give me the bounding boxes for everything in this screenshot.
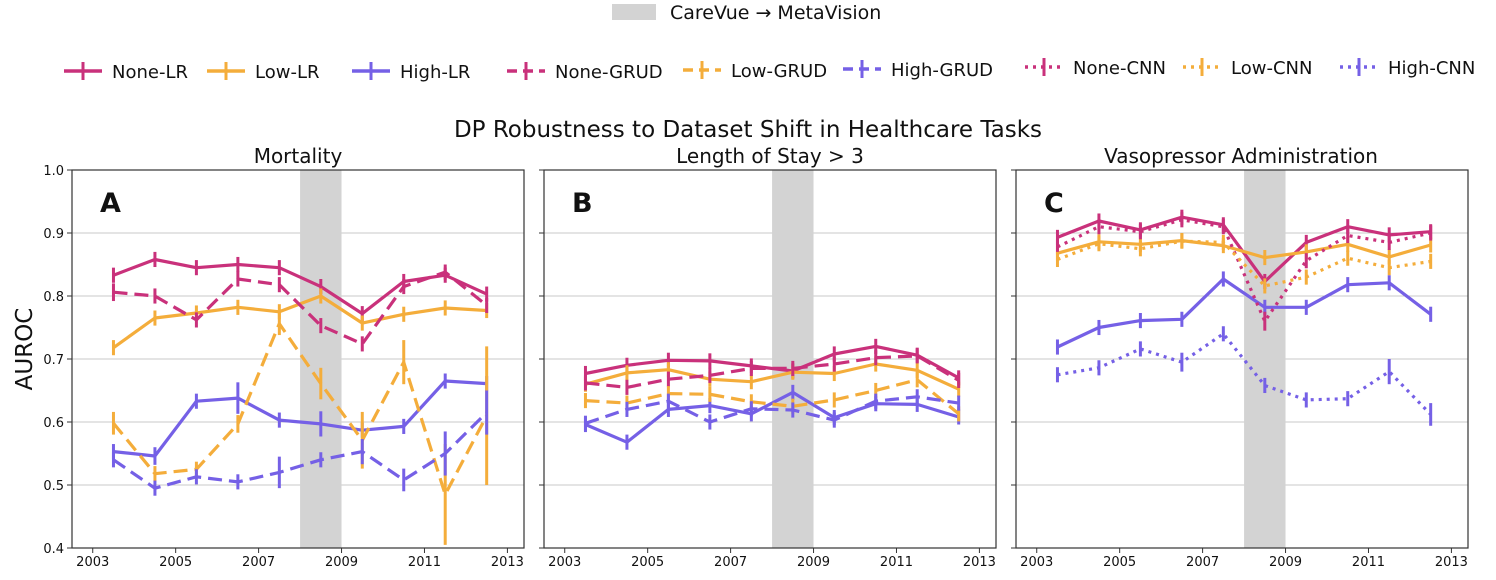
x-tick-label: 2003: [1020, 555, 1053, 570]
x-tick-label: 2005: [631, 555, 664, 570]
shift-band: [300, 170, 342, 548]
x-tick-label: 2005: [159, 555, 192, 570]
shift-band: [1244, 170, 1286, 548]
x-tick-label: 2005: [1103, 555, 1136, 570]
series-low-cnn: [1055, 233, 1433, 294]
legend-label: Low-CNN: [1231, 58, 1312, 79]
x-tick-label: 2003: [548, 555, 581, 570]
legend-label: Low-GRUD: [731, 61, 827, 82]
legend-item-none-grud: None-GRUD: [507, 62, 663, 83]
panel-vasopressor: 2003 2005 2007 2009 2011 2013 C: [1011, 169, 1469, 570]
x-tick-label: 2011: [1352, 555, 1385, 570]
shift-band: [772, 170, 814, 548]
series-line: [585, 378, 960, 416]
legend-label: Low-LR: [255, 62, 319, 83]
y-tick-label: 0.4: [43, 542, 64, 557]
y-tick-label: 0.5: [43, 479, 64, 494]
x-tick-label: 2011: [880, 555, 913, 570]
x-tick-label: 2013: [491, 555, 524, 570]
x-tick-label: 2003: [76, 555, 109, 570]
y-tick-label: 1.0: [43, 164, 64, 179]
legend-label: None-GRUD: [555, 62, 663, 83]
series-high-grud: [111, 390, 489, 496]
legend-item-high-cnn: High-CNN: [1340, 58, 1475, 79]
series-high-cnn: [1055, 326, 1433, 426]
panel-a-title: Mortality: [254, 144, 343, 168]
legend-label: None-LR: [112, 62, 188, 83]
legend: None-LR Low-LR High-LR None-GRUD Low-GRUD Hig…: [64, 58, 1475, 83]
legend-item-none-cnn: None-CNN: [1025, 58, 1166, 79]
series-line: [1057, 239, 1432, 260]
series-line: [113, 270, 488, 346]
series-none-grud: [111, 264, 489, 352]
series-line: [1056, 239, 1431, 288]
series-line: [585, 344, 960, 380]
series-line: [112, 411, 488, 490]
y-tick-label: 0.8: [43, 290, 64, 305]
y-tick-label: 0.9: [43, 227, 64, 242]
legend-label: High-LR: [400, 62, 470, 83]
legend-label: High-CNN: [1388, 58, 1475, 79]
series-line: [1056, 218, 1432, 323]
figure-suptitle: DP Robustness to Dataset Shift in Health…: [454, 117, 1042, 143]
legend-item-low-cnn: Low-CNN: [1183, 58, 1312, 79]
x-tick-label: 2013: [963, 555, 996, 570]
series-high-grud: [583, 389, 961, 431]
panel-c-title: Vasopressor Administration: [1104, 144, 1378, 168]
series-line: [584, 390, 960, 444]
legend-label: None-CNN: [1073, 58, 1166, 79]
panel-letter: A: [100, 188, 121, 219]
series-line: [113, 379, 487, 458]
panel-b-title: Length of Stay > 3: [676, 144, 864, 168]
x-tick-label: 2007: [1186, 555, 1219, 570]
legend-item-low-grud: Low-GRUD: [683, 61, 827, 82]
x-tick-label: 2007: [714, 555, 747, 570]
series-high-lr: [1055, 271, 1433, 355]
x-tick-label: 2009: [797, 555, 830, 570]
panel-letter: B: [572, 188, 593, 219]
legend-item-high-grud: High-GRUD: [843, 60, 993, 81]
series-line: [1056, 277, 1432, 349]
series-line: [1057, 332, 1432, 416]
panel-mortality: 2003 2005 2007 2009 2011 2013 0.4 0.5 0.6 0.7 0.8 0…: [43, 164, 525, 570]
x-tick-label: 2009: [1269, 555, 1302, 570]
x-tick-label: 2009: [325, 555, 358, 570]
legend-item-none-lr: None-LR: [64, 62, 188, 83]
y-axis-label: AUROC: [12, 308, 38, 391]
shift-legend-swatch: [612, 4, 656, 20]
y-tick-label: 0.6: [43, 416, 64, 431]
x-tick-label: 2013: [1435, 555, 1468, 570]
legend-label: High-GRUD: [891, 60, 993, 81]
series-line: [112, 322, 489, 497]
series-line: [584, 395, 959, 425]
legend-item-high-lr: High-LR: [352, 62, 470, 83]
shift-legend-label: CareVue → MetaVision: [670, 2, 881, 24]
series-none-grud: [583, 348, 961, 395]
panel-letter: C: [1044, 188, 1064, 219]
x-tick-label: 2007: [242, 555, 275, 570]
legend-item-low-lr: Low-LR: [207, 62, 319, 83]
y-tick-label: 0.7: [43, 353, 64, 368]
series-line: [585, 362, 960, 391]
panel-length-of-stay: 2003 2005 2007 2009 2011 2013 B: [539, 169, 997, 570]
x-tick-label: 2011: [408, 555, 441, 570]
